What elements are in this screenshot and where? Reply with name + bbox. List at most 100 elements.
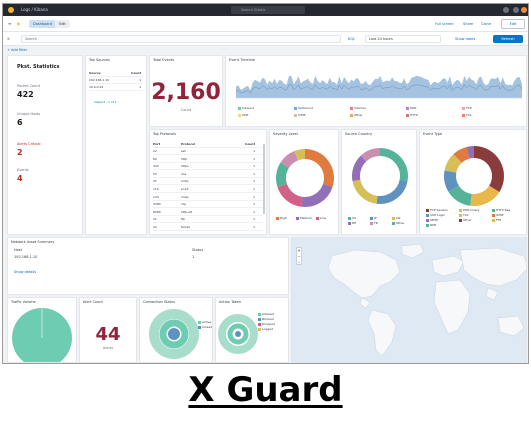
legend-item[interactable]: HTTP Req xyxy=(492,208,510,212)
donut-slice[interactable] xyxy=(360,148,381,162)
donut-slice[interactable] xyxy=(352,155,367,182)
legend-item[interactable]: Other xyxy=(459,218,472,222)
legend-item[interactable]: TCP xyxy=(462,106,472,110)
legend-item[interactable]: CN xyxy=(392,216,400,220)
legend-item[interactable]: DNS Query xyxy=(459,208,480,212)
donut-slice[interactable] xyxy=(466,146,475,159)
legend-item[interactable]: Outbound xyxy=(294,106,313,110)
fullscreen-link[interactable]: Full screen xyxy=(435,22,454,26)
donut-slice[interactable] xyxy=(473,146,504,193)
donut-slice[interactable] xyxy=(470,185,500,206)
donut4-title: Connection Status xyxy=(143,300,176,304)
legend-item[interactable]: Logged xyxy=(258,327,273,331)
compass-icon[interactable]: ◇ xyxy=(297,260,301,264)
donut-slice[interactable] xyxy=(280,151,299,169)
legend-item[interactable]: JP xyxy=(370,216,377,220)
tab-dashboard[interactable]: Dashboard xyxy=(29,20,56,28)
donut-ring-inner[interactable] xyxy=(159,319,189,349)
query-input[interactable]: Search xyxy=(21,35,341,43)
legend-item[interactable]: SMTP xyxy=(426,218,438,222)
legend-item[interactable]: FTP xyxy=(492,218,501,222)
world-map[interactable] xyxy=(292,238,527,363)
legend-item[interactable]: Closed xyxy=(198,325,212,329)
legend-item[interactable]: DE xyxy=(348,221,356,225)
notifications-icon[interactable] xyxy=(513,7,519,13)
donut-slice[interactable] xyxy=(294,149,306,161)
column-header[interactable]: Count xyxy=(245,142,255,146)
legend-item[interactable]: Allowed xyxy=(258,312,274,316)
legend-item[interactable]: Other xyxy=(392,221,405,225)
timeline-line[interactable] xyxy=(235,84,523,94)
donut-slice[interactable] xyxy=(276,162,290,187)
product-caption: X Guard xyxy=(0,370,531,410)
donut-slice[interactable] xyxy=(277,183,303,207)
home-icon[interactable]: ◆ xyxy=(17,21,21,26)
table-scrollbar[interactable] xyxy=(263,144,265,214)
donut-ring-inner[interactable] xyxy=(227,323,249,345)
donut-slice[interactable] xyxy=(379,148,408,182)
column-header[interactable]: Source xyxy=(89,71,101,75)
table-row: 3389 rdp 1 xyxy=(153,201,263,209)
legend-item[interactable]: Low xyxy=(316,216,326,220)
column-header[interactable]: Count xyxy=(131,71,141,75)
donut-slice[interactable] xyxy=(304,149,334,187)
legend-item[interactable]: High xyxy=(276,216,287,220)
legend-item[interactable]: TCP Session xyxy=(426,208,448,212)
zoom-out-icon[interactable]: − xyxy=(297,254,301,259)
legend-item[interactable]: RDP xyxy=(426,223,436,227)
timeline-area[interactable] xyxy=(236,75,522,98)
legend-item[interactable]: Internal xyxy=(350,106,366,110)
donut-ring-outer[interactable] xyxy=(149,309,199,359)
legend-item[interactable]: Medium xyxy=(296,216,312,220)
legend-item[interactable]: SSH Login xyxy=(426,213,445,217)
table-row: 21 ftp 1 xyxy=(153,216,263,224)
donut-slice[interactable] xyxy=(352,179,378,204)
edit-button[interactable]: Edit xyxy=(501,19,525,29)
donut-slice[interactable] xyxy=(444,170,460,193)
help-icon[interactable] xyxy=(503,7,509,13)
legend-item[interactable]: TLS xyxy=(462,113,471,117)
legend-item[interactable]: TLS xyxy=(459,213,468,217)
donut-center[interactable] xyxy=(168,328,180,340)
legend-item[interactable]: FR xyxy=(370,221,378,225)
legend-item[interactable]: UDP xyxy=(238,113,248,117)
legend-item[interactable]: US xyxy=(348,216,356,220)
date-picker[interactable]: Last 24 hours xyxy=(365,35,441,43)
legend-item[interactable]: HTTP xyxy=(406,113,418,117)
refresh-button[interactable]: Refresh xyxy=(493,35,523,43)
legend-item[interactable]: DNS xyxy=(406,106,416,110)
legend-item[interactable]: Active xyxy=(198,320,211,324)
legend-item[interactable]: Other xyxy=(350,113,363,117)
donut-slice[interactable] xyxy=(448,185,473,206)
legend-item[interactable]: Blocked xyxy=(258,317,274,321)
zoom-in-icon[interactable]: + xyxy=(297,248,301,253)
menu-icon[interactable]: ≡ xyxy=(8,21,12,26)
donut-slice[interactable] xyxy=(376,179,408,204)
stat-label: Unique Hosts xyxy=(17,112,41,116)
legend-item[interactable]: Dropped xyxy=(258,322,275,326)
show-dates-link[interactable]: Show dates xyxy=(455,37,476,41)
legend-item[interactable]: Inbound xyxy=(238,106,254,110)
legend-item[interactable]: ICMP xyxy=(492,213,503,217)
timeline-panel: Event Timeline Inbound Outbound Internal DN… xyxy=(225,55,527,127)
user-avatar[interactable] xyxy=(521,7,527,13)
pagination-link[interactable]: Inspect ‹ 1 of 1 › xyxy=(94,100,119,104)
clone-link[interactable]: Clone xyxy=(481,22,491,26)
donut-slice[interactable] xyxy=(453,146,470,164)
share-link[interactable]: Share xyxy=(463,22,474,26)
map-zoom-controls[interactable]: + − ◇ xyxy=(296,247,302,265)
donut-ring-outer[interactable] xyxy=(218,314,258,354)
save-query-icon[interactable]: ⊕ xyxy=(7,37,10,41)
column-header[interactable]: Port xyxy=(153,142,161,146)
add-filter-link[interactable]: + Add filter xyxy=(7,48,28,52)
lucene-toggle[interactable]: KQL xyxy=(348,37,355,41)
details-link[interactable]: Show details xyxy=(14,270,37,274)
tab-edit[interactable]: Edit xyxy=(55,20,70,28)
donut-slice[interactable] xyxy=(301,183,333,207)
table-cell: smtp xyxy=(181,179,189,184)
donut-slice[interactable] xyxy=(444,154,462,174)
legend-item[interactable]: ICMP xyxy=(294,113,305,117)
donut-center[interactable] xyxy=(235,331,241,337)
column-header[interactable]: Protocol xyxy=(181,142,196,146)
global-search-input[interactable]: Search Elastic xyxy=(231,6,305,14)
